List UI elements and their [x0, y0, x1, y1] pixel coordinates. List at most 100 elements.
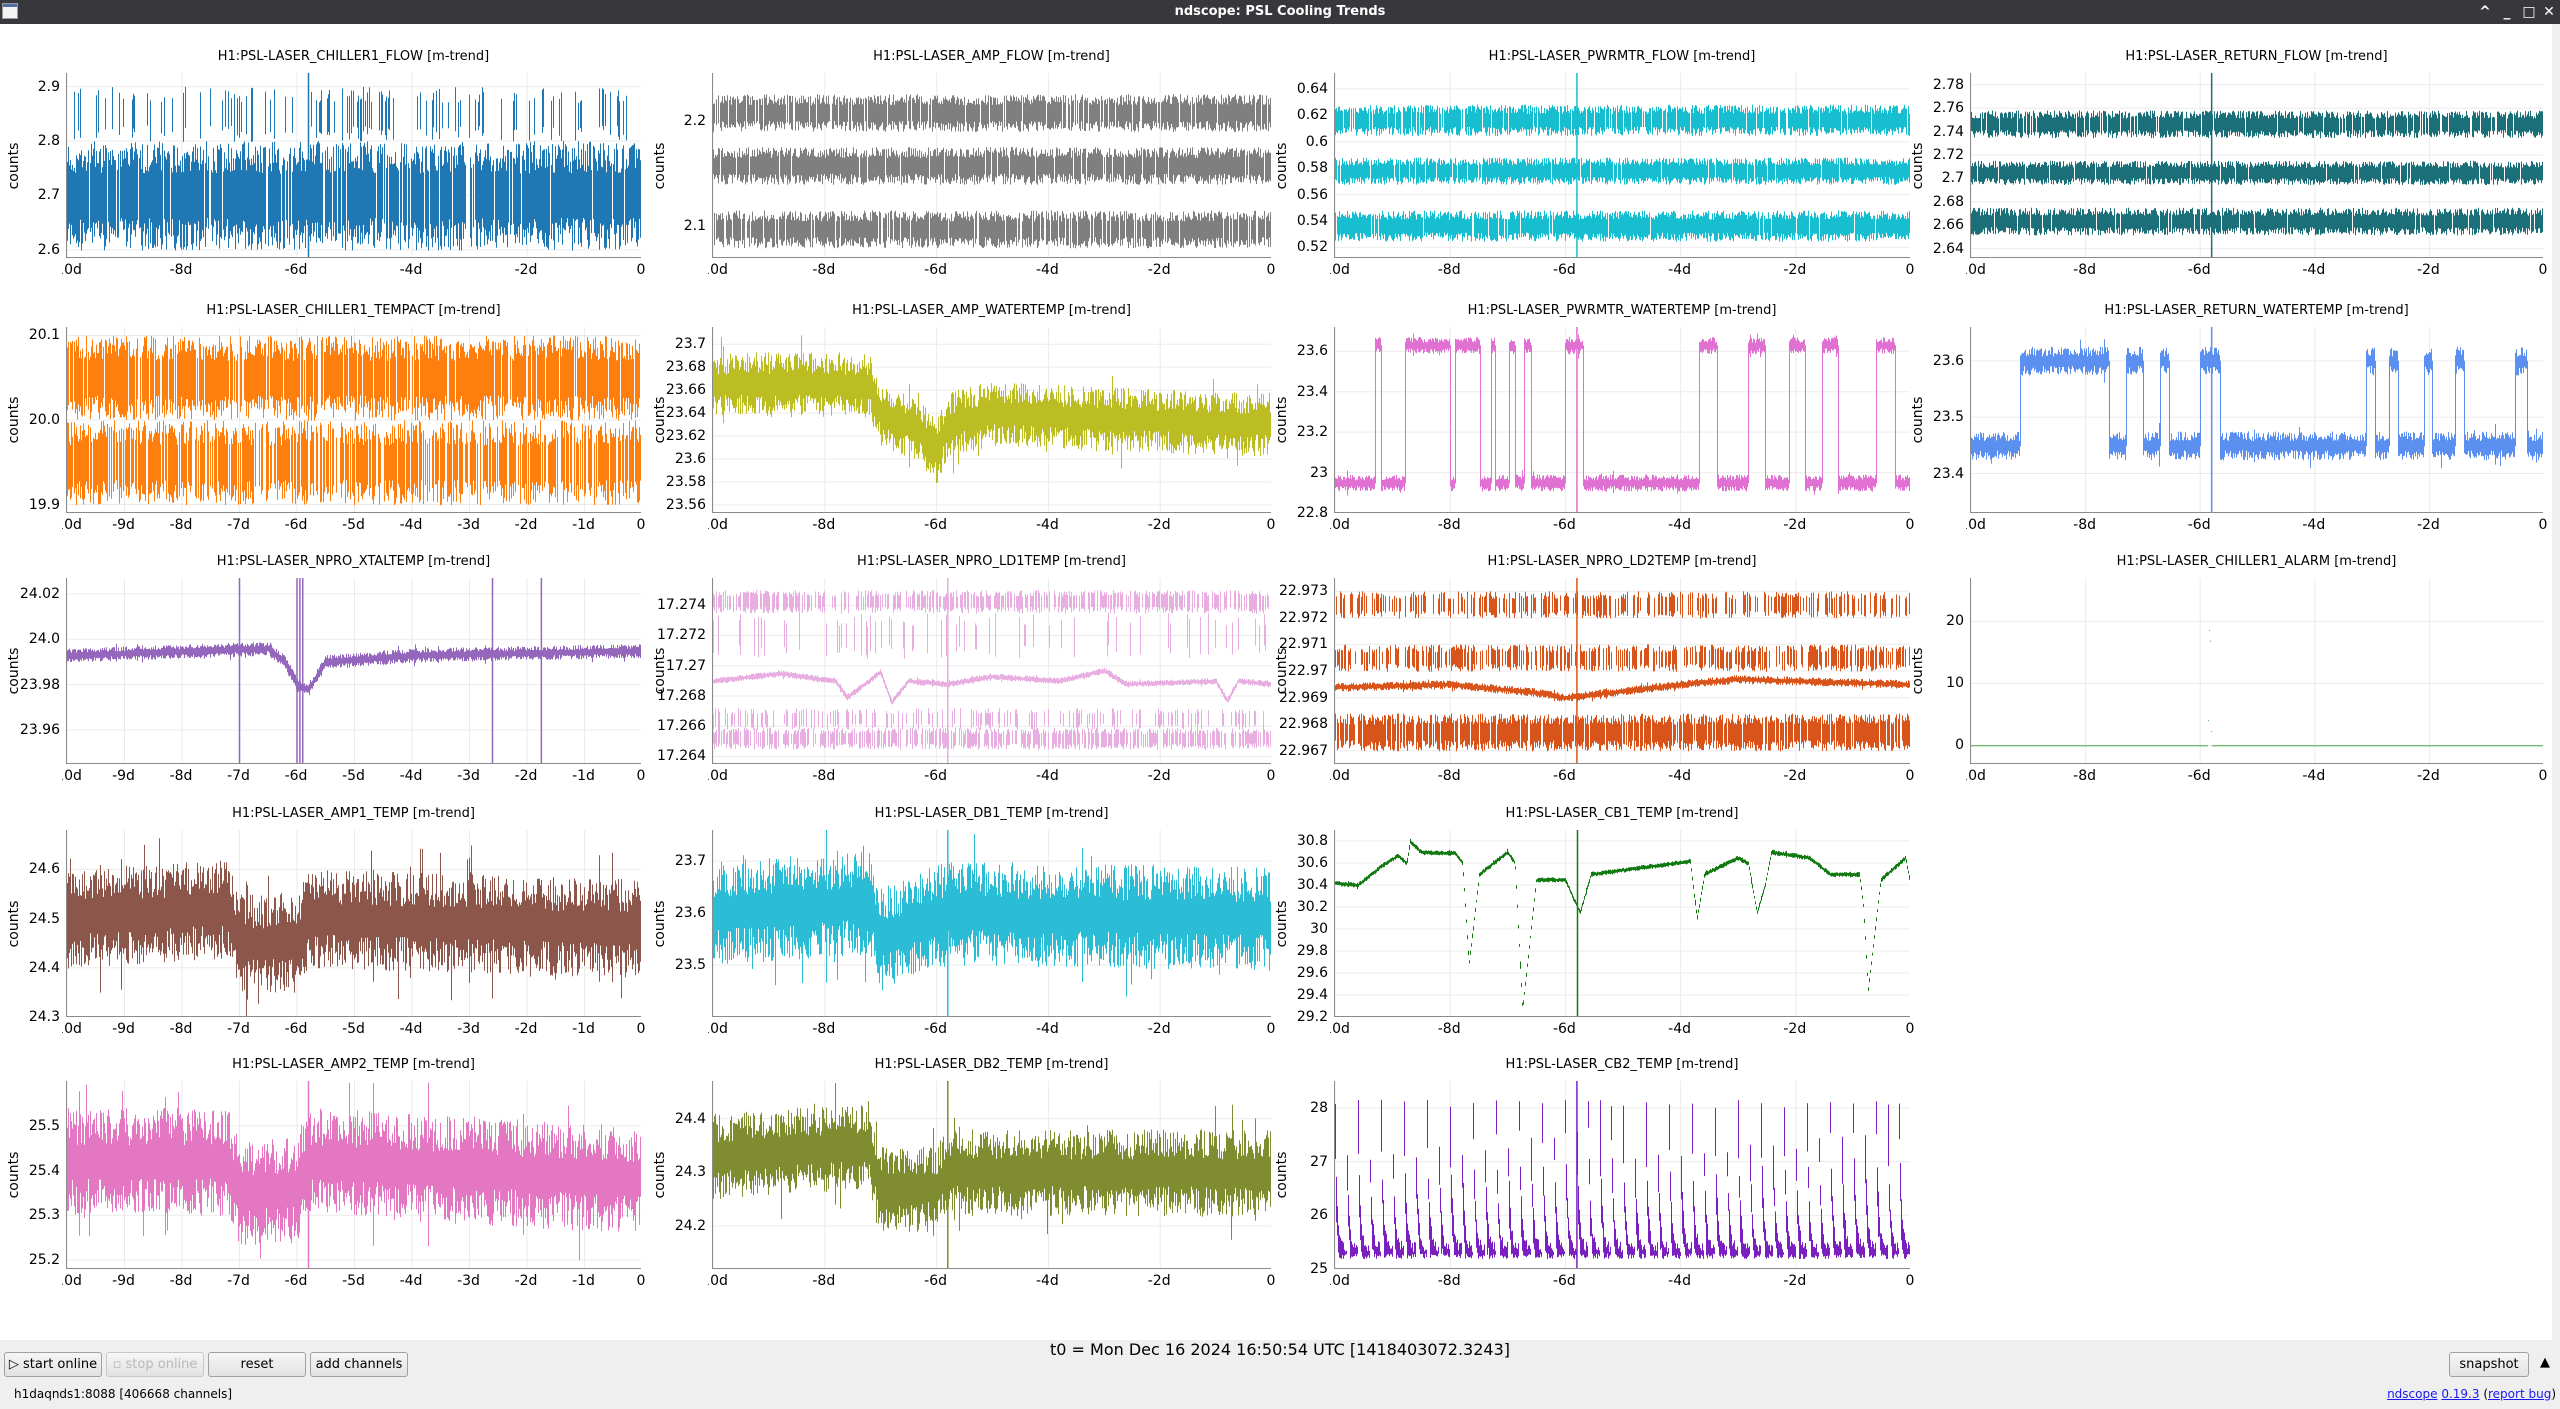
x-tick-label: -4d	[1035, 1021, 1059, 1037]
trace-line	[713, 335, 1271, 483]
x-axis: -10d -9d -8d -7d -6d -5d -4d -3d -2d -1d 0	[62, 1273, 645, 1293]
plot-svg	[67, 830, 641, 1016]
x-tick-label: -3d	[457, 768, 480, 784]
y-tick-label: 30.4	[1296, 877, 1328, 893]
trace-line	[67, 1082, 641, 1261]
x-tick-label: -4d	[2302, 517, 2326, 533]
plot-area[interactable]	[712, 73, 1271, 258]
plot-area[interactable]	[712, 327, 1271, 513]
y-tick-label: 2.66	[1932, 217, 1964, 234]
x-axis: -10d -8d -6d -4d -2d 0	[1330, 1273, 1914, 1293]
plot-area[interactable]	[712, 578, 1271, 764]
x-tick-label: -8d	[2073, 517, 2097, 533]
keep-above-button[interactable]: ^	[2479, 4, 2491, 20]
y-tick-label: 30.2	[1296, 899, 1328, 915]
ndscope-link[interactable]: ndscope	[2387, 1387, 2438, 1401]
report-bug-link[interactable]: report bug	[2488, 1387, 2552, 1401]
x-tick-label: -4d	[1668, 1273, 1692, 1289]
x-tick-label: -6d	[284, 262, 308, 278]
x-tick-label: -2d	[1783, 1021, 1807, 1037]
snapshot-button[interactable]: snapshot	[2449, 1352, 2529, 1377]
start-online-button[interactable]: ▷ start online	[4, 1352, 102, 1377]
plot-area[interactable]	[66, 1081, 641, 1269]
add-channels-button[interactable]: add channels	[310, 1352, 408, 1377]
version-link[interactable]: 0.19.3	[2441, 1387, 2480, 1401]
y-tick-label: 23.6	[674, 451, 706, 468]
x-tick-label: -10d	[62, 768, 82, 784]
x-axis: -10d -9d -8d -7d -6d -5d -4d -3d -2d -1d 0	[62, 517, 645, 537]
y-tick-label: 23.62	[665, 428, 706, 445]
y-tick-label: 0.52	[1296, 239, 1328, 256]
plot-canvas: t0 = Mon Dec 16 2024 16:50:54 UTC [14184…	[0, 24, 2552, 1359]
maximize-button[interactable]: □	[2522, 4, 2536, 20]
plot-svg	[1335, 578, 1910, 763]
x-tick-label: -2d	[1147, 517, 1171, 533]
x-tick-label: -2d	[514, 517, 538, 533]
plot-area[interactable]	[66, 578, 641, 764]
window-title: ndscope: PSL Cooling Trends	[1174, 4, 1386, 19]
x-tick-label: -4d	[2302, 262, 2326, 278]
x-tick-label: 0	[636, 517, 645, 533]
y-tick-label: 23.2	[1296, 424, 1328, 441]
x-axis: -10d -9d -8d -7d -6d -5d -4d -3d -2d -1d 0	[62, 768, 645, 788]
stop-online-button[interactable]: ▫ stop online	[106, 1352, 204, 1377]
y-tick-label: 23.6	[1932, 352, 1964, 369]
plot-svg	[67, 578, 641, 763]
plot-area[interactable]	[1970, 73, 2543, 258]
x-axis: -10d -8d -6d -4d -2d 0	[1966, 768, 2547, 788]
trace-line	[713, 590, 1271, 750]
y-tick-label: 20.1	[28, 327, 60, 344]
y-tick-label: 2.7	[1941, 170, 1964, 187]
y-tick-label: 0.58	[1296, 160, 1328, 177]
plot-area[interactable]	[712, 1081, 1271, 1269]
x-tick-label: -1d	[572, 1273, 595, 1289]
plot-svg	[67, 327, 641, 512]
version-info: ndscope 0.19.3 (report bug)	[2387, 1387, 2556, 1401]
plot-title: H1:PSL-LASER_AMP_WATERTEMP [m-trend]	[852, 303, 1131, 318]
close-button[interactable]: ✕	[2543, 4, 2555, 20]
x-tick-label: -1d	[572, 517, 595, 533]
plot-area[interactable]	[1334, 830, 1910, 1017]
y-tick-label: 22.972	[1279, 609, 1328, 626]
collapse-arrow-icon[interactable]: ▲	[2540, 1355, 2550, 1370]
x-tick-label: -4d	[1035, 1273, 1059, 1289]
trace-line	[1971, 110, 2543, 236]
x-tick-label: -10d	[62, 517, 82, 533]
y-tick-label: 25.2	[28, 1252, 60, 1269]
x-tick-label: -2d	[1147, 768, 1171, 784]
x-tick-label: -2d	[2416, 517, 2440, 533]
plot-area[interactable]	[712, 830, 1271, 1017]
trace-line	[713, 1083, 1271, 1240]
x-tick-label: -10d	[62, 1273, 82, 1289]
plot-area[interactable]	[1334, 327, 1910, 513]
plot-area[interactable]	[1970, 327, 2543, 513]
x-tick-label: 0	[1905, 1273, 1914, 1289]
y-tick-label: 23.5	[674, 957, 706, 974]
y-tick-label: 17.268	[657, 687, 706, 704]
plot-svg	[713, 327, 1271, 512]
plot-area[interactable]	[66, 327, 641, 513]
plot-area[interactable]	[1334, 1081, 1910, 1269]
plot-area[interactable]	[1334, 578, 1910, 764]
reset-button[interactable]: reset	[208, 1352, 306, 1377]
x-tick-label: -4d	[2302, 768, 2326, 784]
trace-line	[1335, 838, 1910, 1006]
t0-label: t0 = Mon Dec 16 2024 16:50:54 UTC [14184…	[1050, 1340, 1510, 1359]
plot-area[interactable]	[66, 830, 641, 1017]
plot-area[interactable]	[1970, 578, 2543, 764]
plot-area[interactable]	[66, 73, 641, 258]
y-tick-label: 2.8	[37, 133, 60, 149]
plot-area[interactable]	[1334, 73, 1910, 258]
y-tick-label: 24.6	[28, 861, 60, 878]
x-tick-label: 0	[636, 1021, 645, 1037]
minimize-button[interactable]: _	[2503, 4, 2511, 20]
x-tick-label: -6d	[2187, 768, 2211, 784]
y-tick-label: 29.2	[1296, 1009, 1328, 1025]
x-tick-label: 0	[1266, 517, 1275, 533]
x-tick-label: -6d	[1552, 1273, 1576, 1289]
x-tick-label: 0	[636, 262, 645, 278]
status-server: h1daqnds1:8088 [406668 channels]	[14, 1387, 233, 1401]
x-tick-label: -4d	[1035, 517, 1059, 533]
x-tick-label: -10d	[1330, 768, 1350, 784]
x-tick-label: -9d	[112, 768, 135, 784]
